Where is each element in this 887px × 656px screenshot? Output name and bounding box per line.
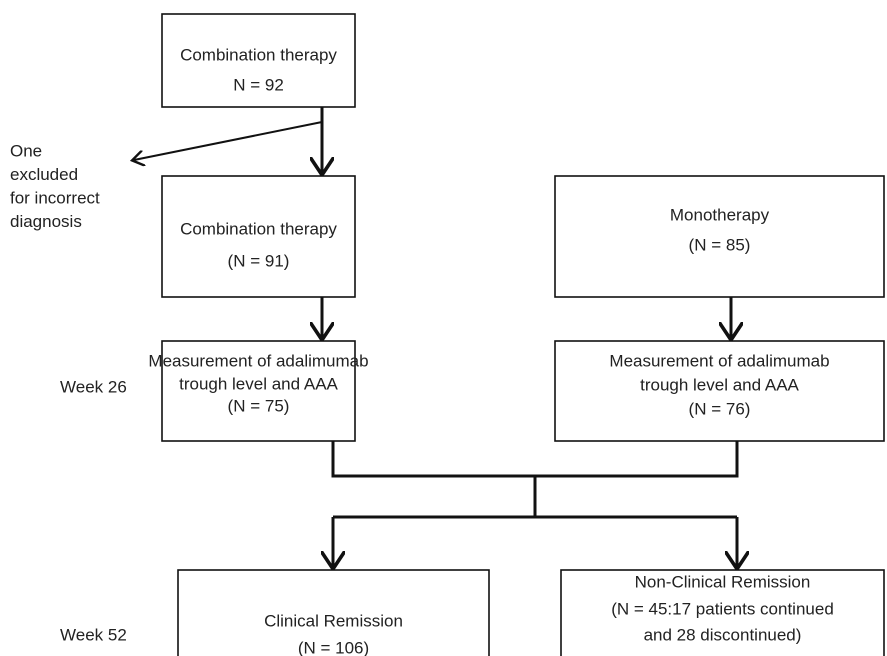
merge-line bbox=[331, 441, 739, 478]
box-text: Monotherapy bbox=[670, 205, 770, 224]
exclusion-text: for incorrect bbox=[10, 188, 100, 207]
box-text: and 28 discontinued) bbox=[644, 625, 802, 644]
connectors bbox=[134, 107, 737, 566]
exclusion-text: diagnosis bbox=[10, 212, 82, 231]
box-text: Combination therapy bbox=[180, 45, 337, 64]
time-label: Week 52 bbox=[60, 625, 127, 644]
exclusion-text: excluded bbox=[10, 165, 78, 184]
box-text: (N = 106) bbox=[298, 638, 369, 656]
box-text: trough level and AAA bbox=[640, 375, 799, 394]
box-text: Non-Clinical Remission bbox=[635, 572, 811, 591]
exclusion-note: One excluded for incorrect diagnosis bbox=[10, 141, 100, 231]
box-text: (N = 45:17 patients continued bbox=[611, 599, 834, 618]
box-text: N = 92 bbox=[233, 75, 284, 94]
boxes: Combination therapy N = 92 Combination the… bbox=[148, 13, 885, 656]
box bbox=[554, 175, 885, 298]
box-text: (N = 76) bbox=[689, 399, 751, 418]
box-text: Measurement of adalimumab bbox=[609, 351, 829, 370]
box-text: (N = 91) bbox=[228, 251, 290, 270]
time-label: Week 26 bbox=[60, 377, 127, 396]
box-text: Measurement of adalimumab bbox=[148, 351, 368, 370]
box-text: (N = 85) bbox=[689, 235, 751, 254]
box bbox=[554, 340, 885, 442]
box bbox=[177, 569, 490, 656]
box-text: (N = 75) bbox=[228, 396, 290, 415]
box-text: trough level and AAA bbox=[179, 374, 338, 393]
box bbox=[161, 13, 356, 108]
box-text: Combination therapy bbox=[180, 219, 337, 238]
box-text: Clinical Remission bbox=[264, 611, 403, 630]
arrow bbox=[134, 121, 323, 160]
box bbox=[161, 340, 356, 442]
exclusion-text: One bbox=[10, 141, 42, 160]
box bbox=[161, 175, 356, 298]
box bbox=[560, 569, 885, 656]
